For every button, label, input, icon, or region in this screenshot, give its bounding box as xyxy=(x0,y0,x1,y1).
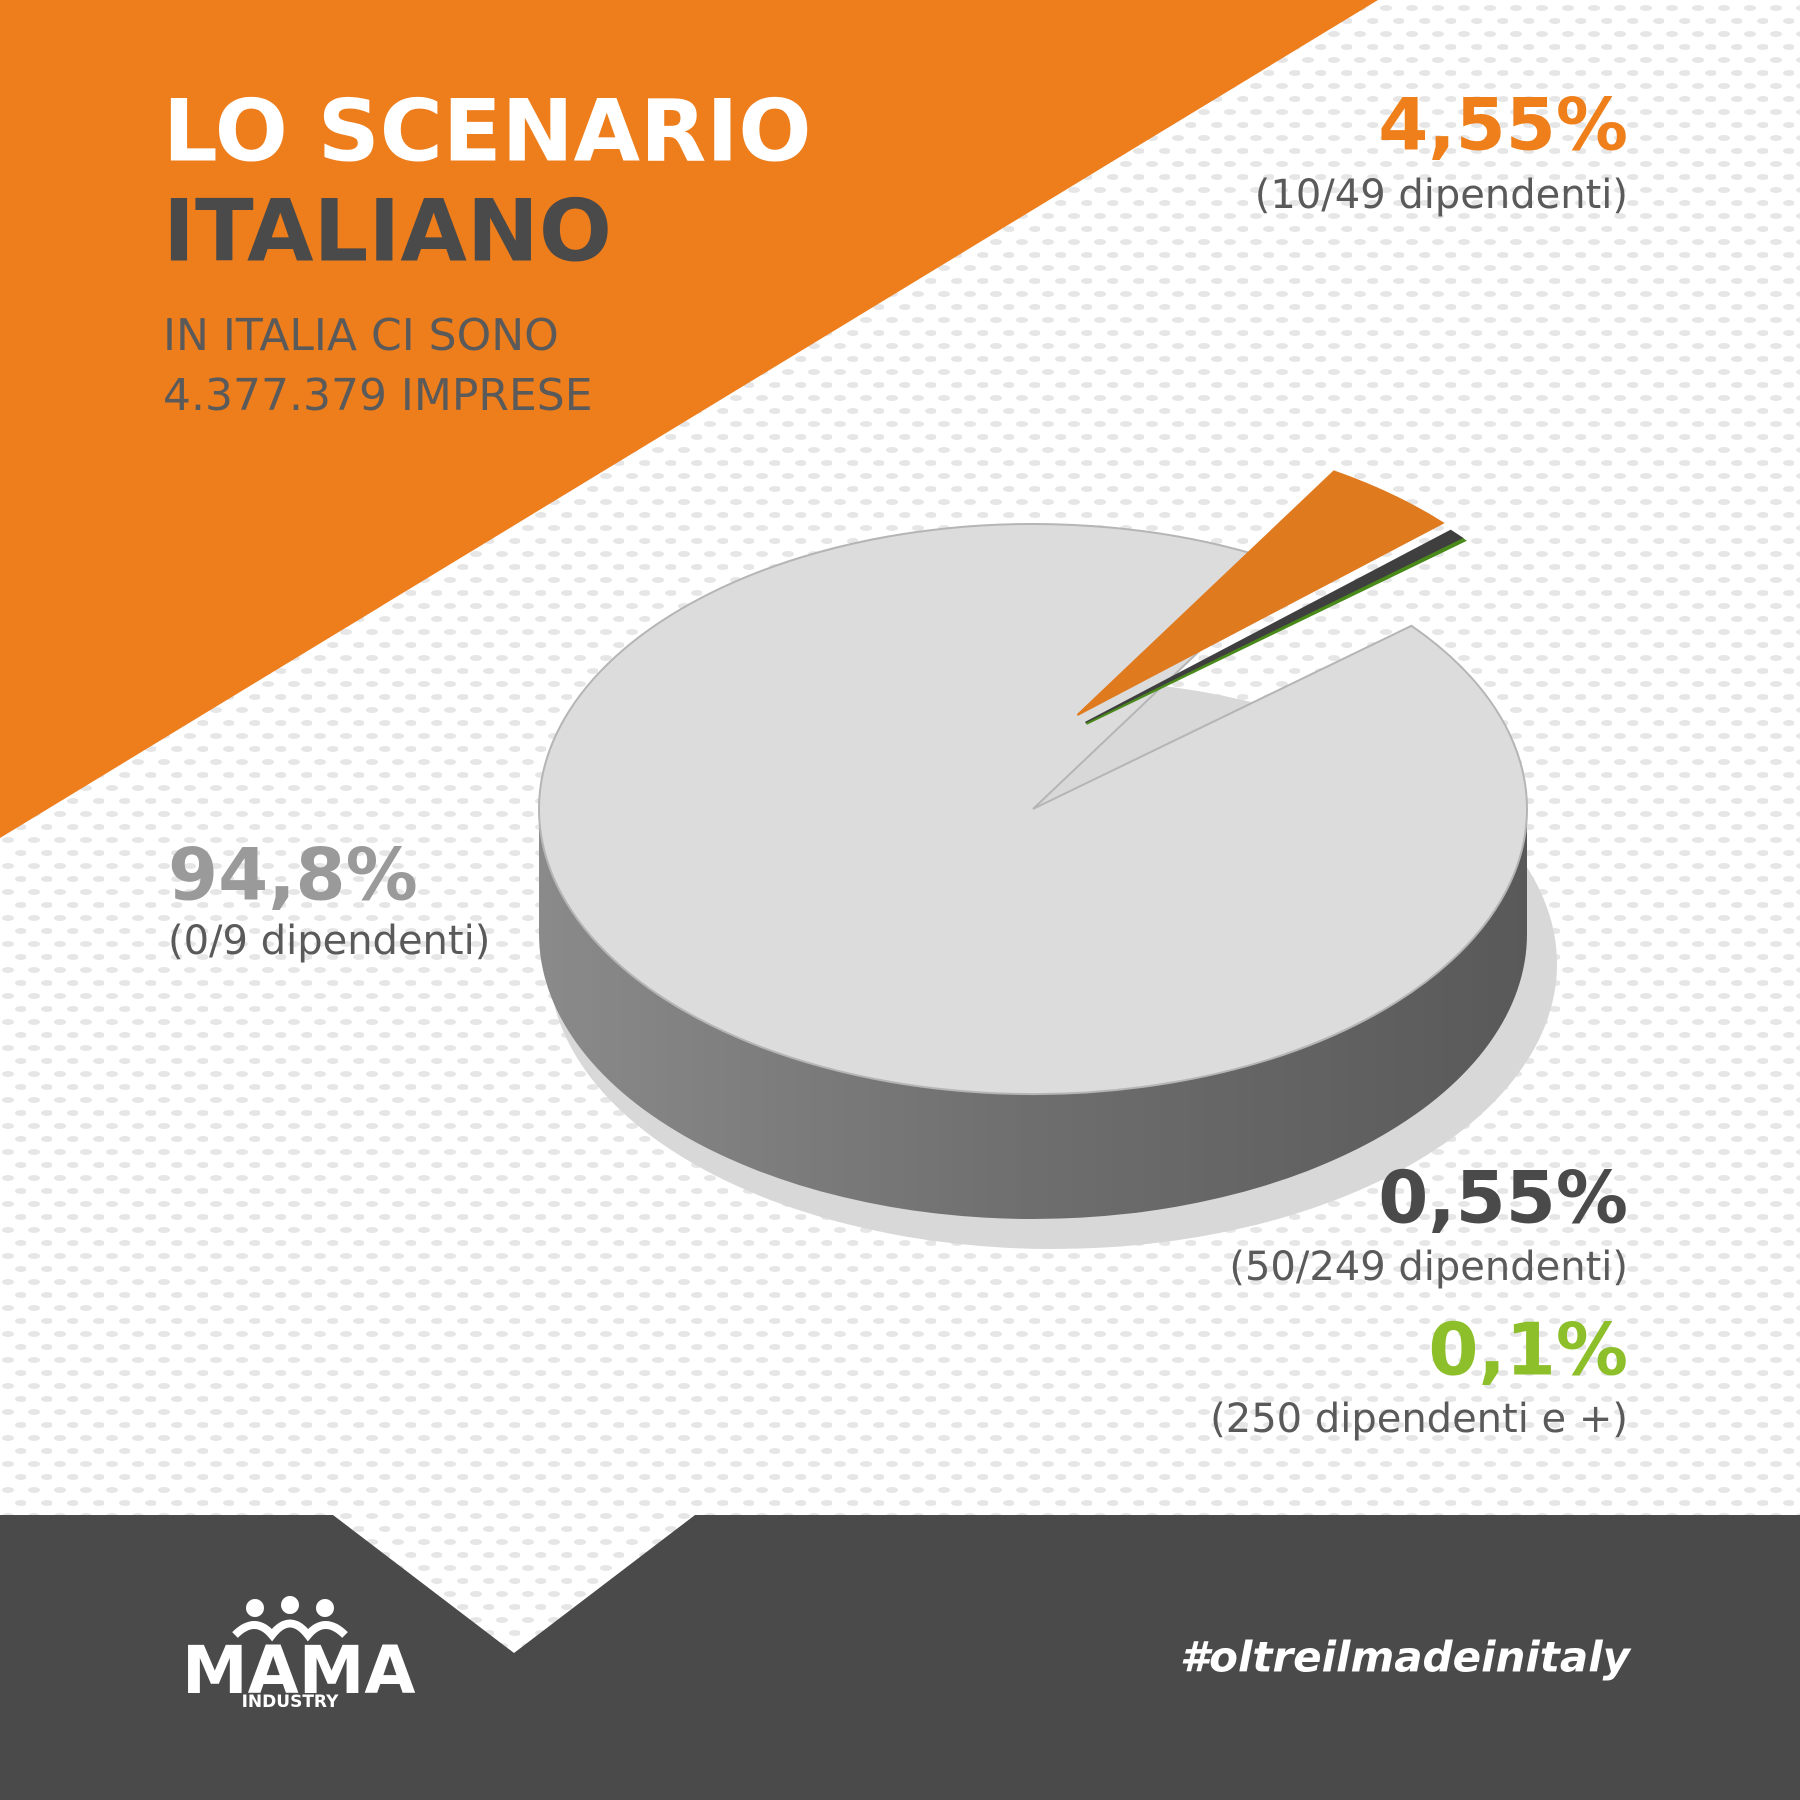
category-label: (50/249 dipendenti) xyxy=(1229,1244,1628,1290)
logo-text: MAMA xyxy=(182,1632,416,1709)
subtitle: 4.377.379 IMPRESE xyxy=(163,370,593,421)
value-label: 4,55% xyxy=(1378,83,1628,167)
pie-slice xyxy=(1085,529,1464,724)
labels: 94,8%(0/9 dipendenti) 4,55% (10/49 dipende… xyxy=(168,83,1628,1442)
category-label: (250 dipendenti e +) xyxy=(1210,1396,1628,1442)
value-label: 94,8% xyxy=(168,833,418,917)
category-label: (10/49 dipendenti) xyxy=(1255,172,1628,218)
category-label: (0/9 dipendenti) xyxy=(168,918,490,964)
pie-slice xyxy=(1076,470,1445,716)
logo-sub: INDUSTRY xyxy=(242,1692,339,1712)
value-label: 0,1% xyxy=(1428,1308,1628,1392)
value-label: 0,55% xyxy=(1378,1156,1628,1240)
pie-side xyxy=(539,809,1527,1219)
logo: MAMA INDUSTRY xyxy=(182,1596,416,1712)
pie-slice xyxy=(538,523,1528,1095)
subtitle: IN ITALIA CI SONO xyxy=(163,310,559,361)
footer-band xyxy=(0,1515,1800,1800)
pie xyxy=(538,470,1557,1249)
title: ITALIANO xyxy=(163,181,612,281)
pie-slice xyxy=(1086,538,1467,725)
hashtag: #oltreilmadeinitaly xyxy=(1180,1633,1632,1682)
title: LO SCENARIO xyxy=(163,81,811,181)
orange-banner xyxy=(0,0,1378,838)
